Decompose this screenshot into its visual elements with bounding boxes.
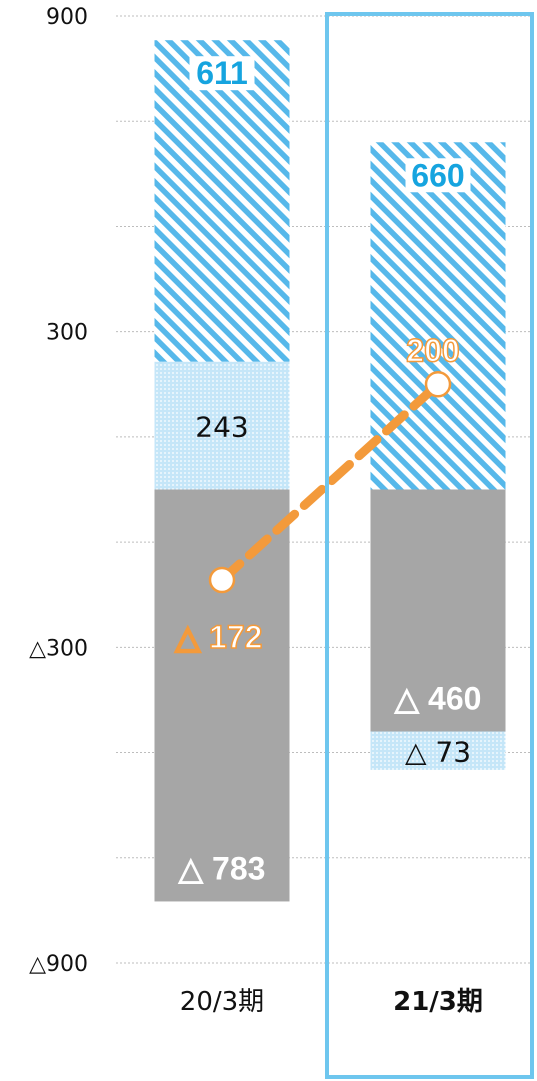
line-segment [217, 379, 443, 585]
bar-segment [154, 40, 290, 362]
data-labels: △ 783 243 611 △ 460 △ 73 660 [178, 55, 482, 886]
y-tick-label: △300 [29, 636, 88, 661]
bar-segment [370, 731, 506, 770]
bar-segment [154, 361, 290, 490]
line-point [424, 371, 452, 398]
line-series: △ 172 200 [174, 332, 461, 656]
category-labels: 20/3期 21/3期 [180, 987, 483, 1017]
y-tick-label: 300 [46, 321, 88, 346]
highlight-frame [325, 12, 534, 1079]
category-label: 20/3期 [180, 987, 264, 1017]
y-axis-tick-labels: 900 300 △300 △900 [29, 5, 88, 977]
value-label-bg [405, 158, 471, 193]
bar-segment [370, 142, 506, 490]
value-label-bg [189, 56, 255, 91]
bar-value-label: △ 73 [405, 736, 471, 769]
bar-value-label: 660 [411, 157, 464, 193]
line-point [208, 566, 236, 594]
y-tick-label: 900 [46, 5, 88, 30]
line-value-label: 200 [406, 332, 459, 368]
category-label: 21/3期 [393, 987, 483, 1017]
bar-segment [370, 489, 506, 732]
line-value-label: △ 172 [175, 619, 263, 655]
bar-value-label: △ 783 [178, 850, 266, 886]
bar-segment [154, 489, 290, 902]
y-tick-label: △900 [29, 952, 88, 977]
bar-value-label: 243 [195, 411, 248, 444]
bar-value-label: 611 [196, 55, 248, 91]
bars [154, 40, 506, 902]
bar-value-label: △ 460 [394, 681, 482, 717]
